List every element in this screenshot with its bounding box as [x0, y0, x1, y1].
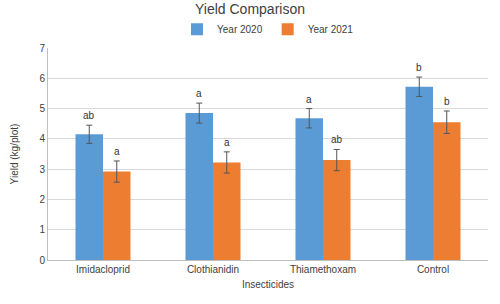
svg-text:a: a	[114, 146, 120, 157]
svg-text:5: 5	[39, 103, 45, 114]
svg-text:b: b	[444, 96, 450, 107]
svg-text:Thiamethoxam: Thiamethoxam	[290, 264, 356, 275]
svg-text:Insecticides: Insecticides	[242, 279, 294, 290]
svg-text:a: a	[306, 94, 312, 105]
svg-text:b: b	[416, 62, 422, 73]
svg-text:7: 7	[39, 43, 45, 54]
svg-text:Control: Control	[417, 264, 449, 275]
svg-text:2: 2	[39, 194, 45, 205]
svg-text:0: 0	[39, 255, 45, 266]
svg-text:6: 6	[39, 73, 45, 84]
svg-text:1: 1	[39, 224, 45, 235]
svg-text:a: a	[196, 88, 202, 99]
svg-text:Yield (kg/plot): Yield (kg/plot)	[9, 124, 20, 185]
svg-text:ab: ab	[83, 110, 95, 121]
svg-text:Year 2021: Year 2021	[308, 24, 354, 35]
svg-text:Yield Comparison: Yield Comparison	[195, 1, 305, 17]
svg-text:3: 3	[39, 164, 45, 175]
svg-text:a: a	[224, 137, 230, 148]
svg-text:4: 4	[39, 133, 45, 144]
svg-text:ab: ab	[331, 134, 343, 145]
svg-text:Imidacloprid: Imidacloprid	[76, 264, 130, 275]
svg-text:Clothianidin: Clothianidin	[187, 264, 239, 275]
svg-text:Year 2020: Year 2020	[217, 24, 263, 35]
